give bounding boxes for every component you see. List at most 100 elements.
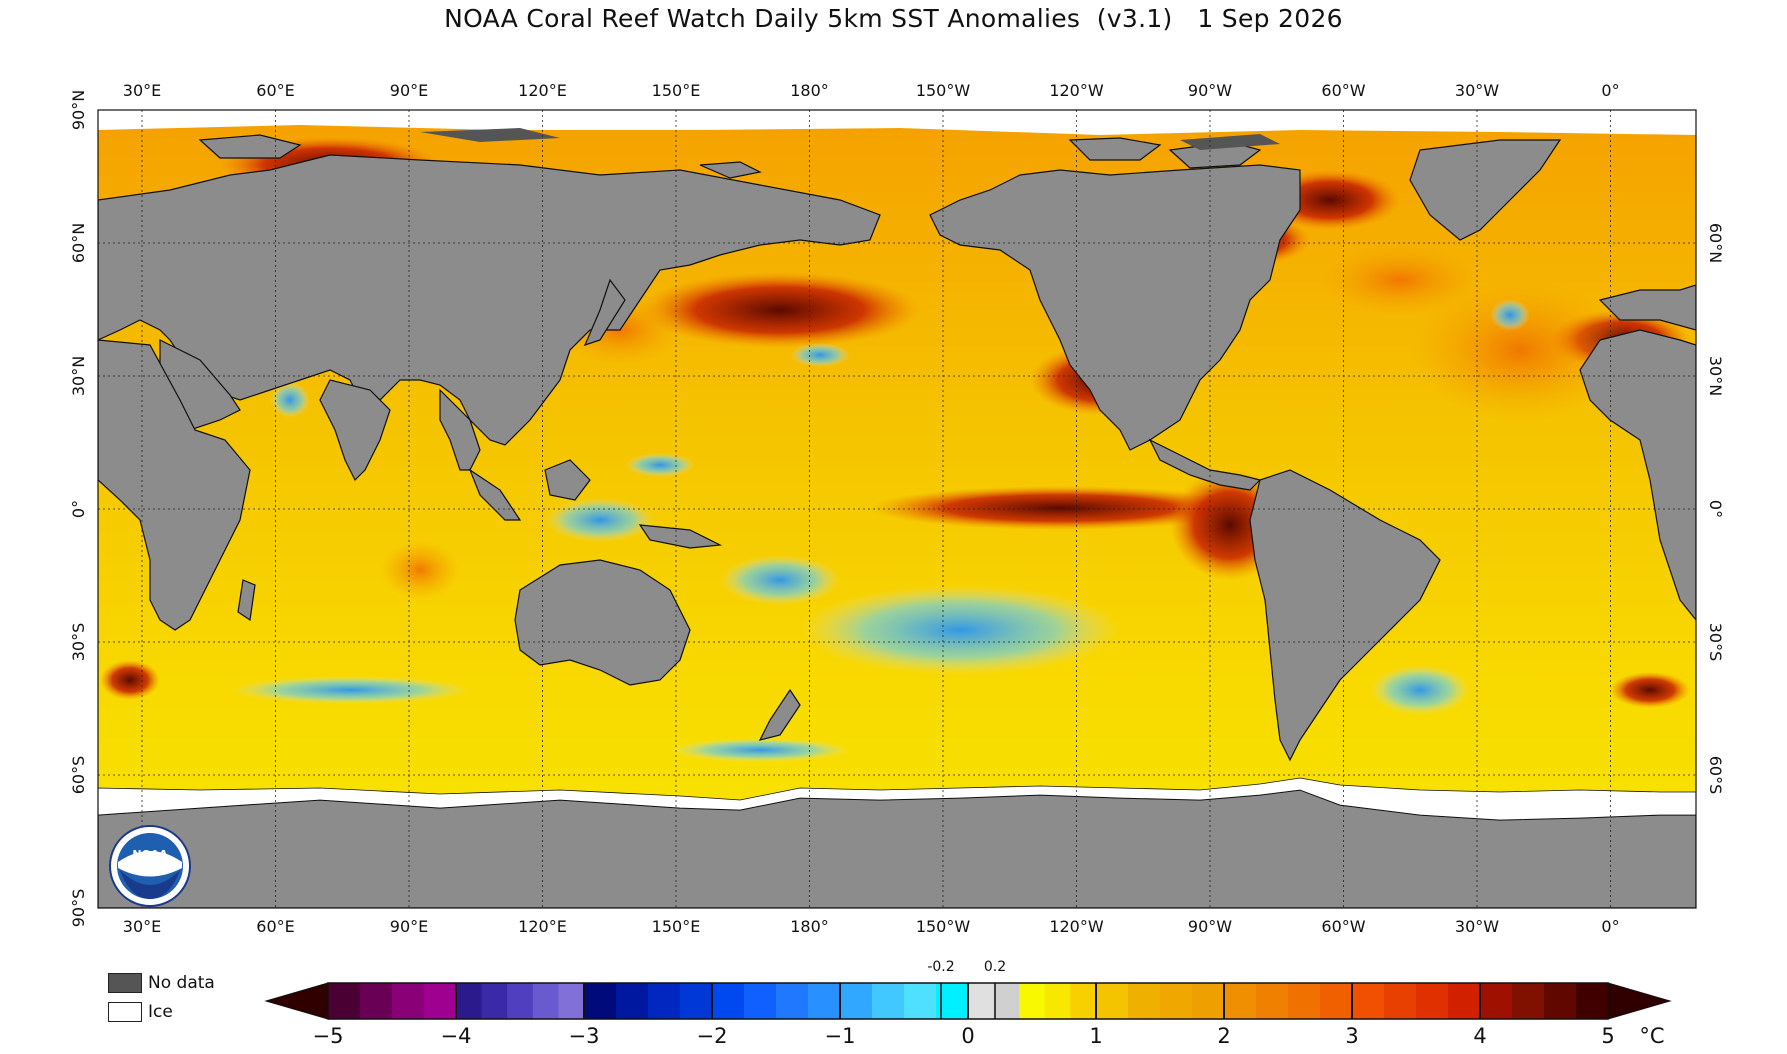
colorbar-cell	[744, 983, 777, 1019]
lon-label-top: 30°W	[1455, 81, 1499, 100]
colorbar-cell	[1320, 983, 1353, 1019]
colorbar-tick-label: 5	[1601, 1024, 1614, 1048]
svg-text:NOAA: NOAA	[132, 848, 168, 861]
lon-label-bottom: 120°W	[1049, 917, 1104, 936]
colorbar-cell	[1512, 983, 1545, 1019]
colorbar-unit: °C	[1639, 1024, 1664, 1048]
lat-label-left: 0°	[69, 500, 88, 518]
colorbar-cell	[328, 983, 361, 1019]
colorbar-cell	[1128, 983, 1161, 1019]
colorbar-cell	[1160, 983, 1193, 1019]
colorbar-cell	[1544, 983, 1577, 1019]
colorbar-cell	[1044, 983, 1071, 1019]
colorbar-cell	[481, 983, 508, 1019]
lon-label-bottom: 30°W	[1455, 917, 1499, 936]
lat-label-left: 30°S	[69, 623, 88, 662]
colorbar-cell	[424, 983, 457, 1019]
colorbar-cell	[1576, 983, 1609, 1019]
axis-labels: 30°E 60°E 90°E 120°E 150°E 180° 150°W 120°W 90°W…	[69, 81, 1725, 936]
colorbar-high-extend	[1607, 982, 1672, 1020]
colorbar-cell	[532, 983, 559, 1019]
lon-label-bottom: 180°	[790, 917, 829, 936]
lon-label-top: 0°	[1601, 81, 1619, 100]
ice-label: Ice	[148, 1002, 173, 1022]
colorbar-cell	[776, 983, 809, 1019]
legend-no-data: No data	[108, 972, 215, 994]
lat-label-left: 90°N	[69, 90, 88, 130]
lon-label-top: 150°E	[652, 81, 701, 100]
colorbar-tick-label: −2	[697, 1024, 728, 1048]
colorbar-cell	[392, 983, 425, 1019]
colorbar-cell	[1019, 983, 1046, 1019]
colorbar-tick-label: 4	[1473, 1024, 1486, 1048]
legend-ice: Ice	[108, 1001, 173, 1023]
colorbar-cell	[1384, 983, 1417, 1019]
lat-label-right: 60°N	[1706, 223, 1725, 263]
lon-label-bottom: 60°W	[1321, 917, 1365, 936]
graticule	[98, 110, 1696, 908]
lon-label-top: 120°E	[518, 81, 567, 100]
no-data-swatch	[108, 973, 142, 993]
colorbar-cell	[360, 983, 393, 1019]
colorbar-cell	[456, 983, 483, 1019]
lat-label-right: 0°	[1706, 500, 1725, 518]
lon-label-top: 180°	[790, 81, 829, 100]
colorbar-cell	[1192, 983, 1225, 1019]
lon-label-bottom: 90°W	[1188, 917, 1232, 936]
map-border	[97, 109, 1697, 909]
colorbar-low-extend	[264, 982, 329, 1020]
colorbar-cell	[584, 983, 617, 1019]
colorbar-cell	[1224, 983, 1257, 1019]
lon-label-bottom: 90°E	[390, 917, 428, 936]
colorbar-cell	[648, 983, 681, 1019]
lon-label-top: 60°W	[1321, 81, 1365, 100]
colorbar-cell	[616, 983, 649, 1019]
colorbar-neutral-label: -0.2	[927, 959, 954, 975]
lon-label-bottom: 150°W	[916, 917, 971, 936]
lon-label-bottom: 0°	[1601, 917, 1619, 936]
lon-label-top: 30°E	[123, 81, 161, 100]
map-panel	[98, 110, 1696, 908]
lon-label-bottom: 120°E	[518, 917, 567, 936]
colorbar-cell	[904, 983, 937, 1019]
lon-label-top: 90°W	[1188, 81, 1232, 100]
colorbar-tick-label: 1	[1089, 1024, 1102, 1048]
sea-ice	[98, 777, 1696, 821]
colorbar-cell	[968, 983, 995, 1019]
lat-label-left: 30°N	[69, 356, 88, 396]
lon-label-top: 150°W	[916, 81, 971, 100]
colorbar-tick-label: 3	[1345, 1024, 1358, 1048]
colorbar-cell	[1352, 983, 1385, 1019]
lat-label-left: 60°N	[69, 223, 88, 263]
colorbar-tick-label: 0	[961, 1024, 974, 1048]
lon-label-bottom: 150°E	[652, 917, 701, 936]
colorbar-cell	[1096, 983, 1129, 1019]
colorbar-tick-label: 2	[1217, 1024, 1230, 1048]
lat-label-right: 30°S	[1706, 623, 1725, 662]
lat-label-right: 60°S	[1706, 756, 1725, 795]
colorbar: −5 −4 −3 −2 −1 0 1 2 3 4 5 -0.2 0.2 °C	[264, 959, 1672, 1048]
lon-label-top: 120°W	[1049, 81, 1104, 100]
colorbar-cell	[872, 983, 905, 1019]
colorbar-cell	[1256, 983, 1289, 1019]
lon-label-top: 60°E	[256, 81, 294, 100]
colorbar-tick-label: −3	[569, 1024, 600, 1048]
colorbar-cell	[993, 983, 1020, 1019]
ice-swatch	[108, 1002, 142, 1022]
no-data-label: No data	[148, 973, 215, 993]
lat-label-left: 60°S	[69, 756, 88, 795]
lon-label-top: 90°E	[390, 81, 428, 100]
colorbar-neutral-label: 0.2	[984, 959, 1006, 975]
lon-label-bottom: 30°E	[123, 917, 161, 936]
lon-label-bottom: 60°E	[256, 917, 294, 936]
colorbar-cell	[507, 983, 534, 1019]
colorbar-tick-label: −1	[825, 1024, 856, 1048]
colorbar-cell	[1416, 983, 1449, 1019]
chart-title: NOAA Coral Reef Watch Daily 5km SST Anom…	[444, 4, 1343, 33]
lat-label-left: 90°S	[69, 889, 88, 928]
noaa-logo: NOAA	[109, 825, 191, 907]
lat-label-right: 30°N	[1706, 356, 1725, 396]
colorbar-tick-label: −5	[313, 1024, 344, 1048]
colorbar-cell	[712, 983, 745, 1019]
